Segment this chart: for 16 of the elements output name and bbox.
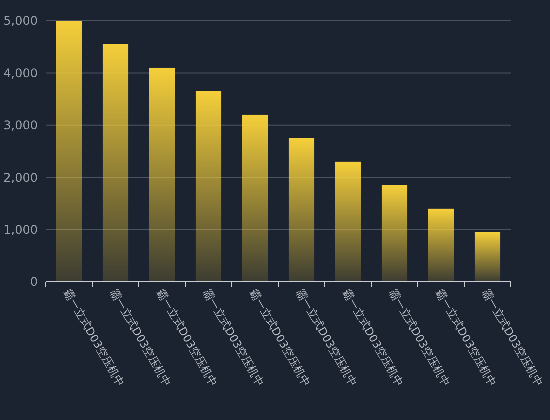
y-tick-label: 0 — [30, 275, 38, 290]
y-tick-label: 4,000 — [4, 66, 38, 80]
bar — [149, 68, 176, 282]
bar — [56, 21, 82, 282]
bar — [474, 232, 501, 282]
y-tick-label: 2,000 — [4, 170, 38, 185]
bar — [196, 91, 222, 282]
bar — [335, 162, 362, 282]
bar — [288, 138, 315, 282]
bar — [102, 44, 129, 282]
bar — [242, 114, 268, 282]
y-tick-label: 5,000 — [4, 14, 38, 28]
y-tick-label: 1,000 — [4, 223, 38, 237]
y-tick-label: 3,000 — [4, 118, 38, 133]
bar — [382, 185, 408, 282]
bar — [428, 208, 454, 282]
